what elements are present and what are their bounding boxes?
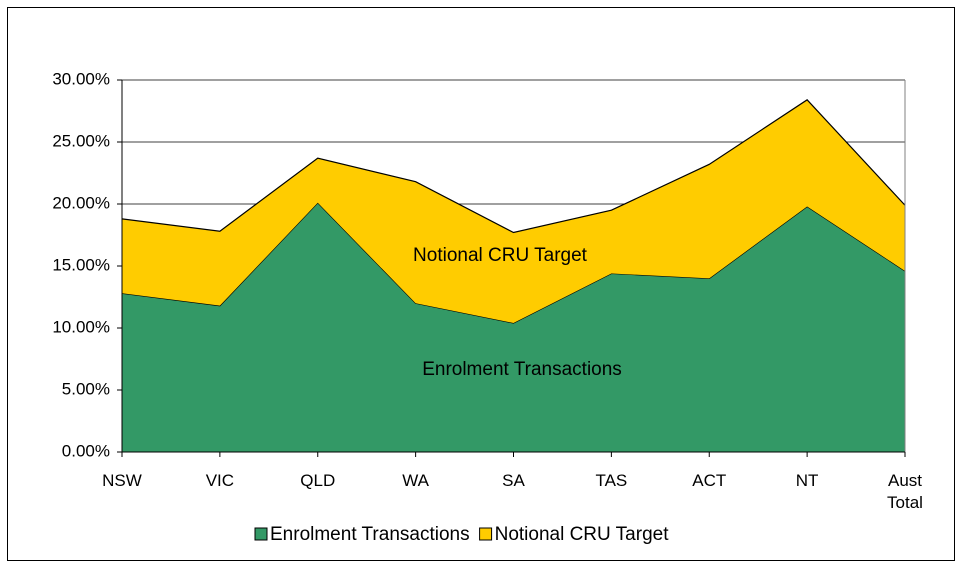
labels: 0.00% 5.00% 10.00% 15.00% 20.00% 25.00% 30.00%… xyxy=(52,69,669,545)
area xyxy=(122,99,905,324)
legend-label: Notional CRU Target xyxy=(495,524,670,545)
areas xyxy=(121,80,906,457)
annotation: Notional CRU Target xyxy=(413,245,588,266)
annotation: Enrolment Transactions xyxy=(422,359,622,380)
x-tick-label: TAS xyxy=(595,471,628,490)
x-tick-label: Aust Total xyxy=(887,471,923,512)
x-tick-label: SA xyxy=(502,471,525,490)
x-tick-label: NT xyxy=(795,471,819,490)
legend-swatch xyxy=(479,527,493,541)
x-tick-label: ACT xyxy=(692,471,727,490)
y-tick-label: 20.00% xyxy=(52,193,110,212)
x-tick-label: NSW xyxy=(102,471,142,490)
y-tick-label: 5.00% xyxy=(62,379,110,398)
y-tick-label: 30.00% xyxy=(52,69,110,88)
x-tick-label: QLD xyxy=(300,471,336,490)
x-tick-label: WA xyxy=(402,471,429,490)
y-tick-label: 10.00% xyxy=(52,317,110,336)
y-tick-label: 0.00% xyxy=(62,441,110,460)
legend-label: Enrolment Transactions xyxy=(270,524,470,545)
x-tick-label: VIC xyxy=(205,471,235,490)
y-tick-label: 25.00% xyxy=(52,131,110,150)
legend-swatch xyxy=(254,527,268,541)
area xyxy=(122,202,905,452)
area-outline xyxy=(121,99,906,234)
y-tick-label: 15.00% xyxy=(52,255,110,274)
